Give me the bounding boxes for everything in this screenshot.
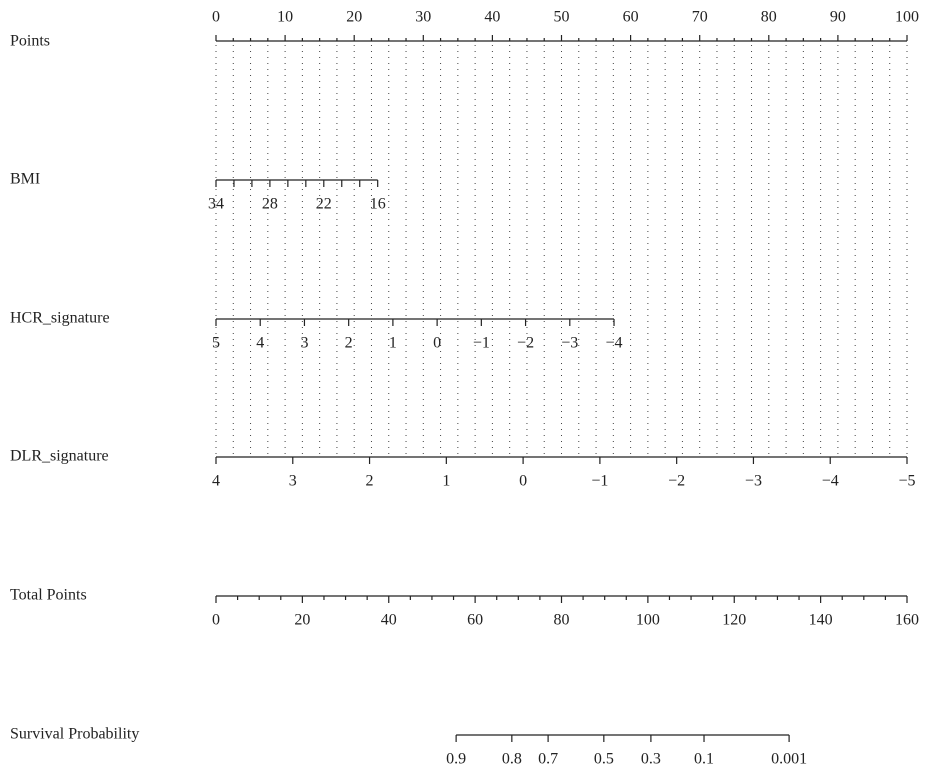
tick-label: 60	[467, 612, 483, 629]
tick-label: 70	[692, 9, 708, 26]
tick-label: 2	[345, 335, 353, 352]
tick-label: 40	[381, 612, 397, 629]
tick-label: 20	[346, 9, 362, 26]
tick-label: 100	[636, 612, 660, 629]
tick-label: 0.3	[641, 751, 661, 768]
row-label: Total Points	[10, 587, 87, 604]
tick-label: 0.9	[446, 751, 466, 768]
tick-label: 22	[316, 196, 332, 213]
tick-label: 3	[300, 335, 308, 352]
tick-label: 100	[895, 9, 919, 26]
tick-label: −3	[561, 335, 578, 352]
tick-label: 0.8	[502, 751, 522, 768]
tick-label: 30	[415, 9, 431, 26]
tick-label: 80	[554, 612, 570, 629]
tick-label: 10	[277, 9, 293, 26]
tick-label: 0.5	[594, 751, 614, 768]
tick-label: 20	[294, 612, 310, 629]
tick-label: 2	[366, 473, 374, 490]
tick-label: 0	[212, 612, 220, 629]
tick-label: 90	[830, 9, 846, 26]
row-label: DLR_signature	[10, 448, 109, 465]
tick-label: 140	[809, 612, 833, 629]
tick-label: −4	[606, 335, 623, 352]
tick-label: −1	[473, 335, 490, 352]
tick-label: −1	[591, 473, 608, 490]
tick-label: 28	[262, 196, 278, 213]
tick-label: 16	[370, 196, 386, 213]
tick-label: 60	[623, 9, 639, 26]
tick-label: 0	[212, 9, 220, 26]
tick-label: −3	[745, 473, 762, 490]
tick-label: 34	[208, 196, 224, 213]
tick-label: −4	[822, 473, 839, 490]
tick-label: 0.1	[694, 751, 714, 768]
tick-label: 50	[554, 9, 570, 26]
tick-label: 4	[212, 473, 220, 490]
tick-label: −2	[517, 335, 534, 352]
tick-label: 0.001	[771, 751, 807, 768]
tick-label: 5	[212, 335, 220, 352]
row-label: BMI	[10, 171, 40, 188]
tick-label: 0	[519, 473, 527, 490]
tick-label: 40	[484, 9, 500, 26]
tick-label: 120	[722, 612, 746, 629]
tick-label: 3	[289, 473, 297, 490]
tick-label: 1	[442, 473, 450, 490]
row-label: HCR_signature	[10, 310, 110, 327]
tick-label: 80	[761, 9, 777, 26]
tick-label: 1	[389, 335, 397, 352]
tick-label: 160	[895, 612, 919, 629]
tick-label: 0	[433, 335, 441, 352]
row-label: Survival Probability	[10, 726, 139, 743]
tick-label: −5	[898, 473, 915, 490]
tick-label: 4	[256, 335, 264, 352]
tick-label: −2	[668, 473, 685, 490]
tick-label: 0.7	[538, 751, 558, 768]
row-label: Points	[10, 33, 50, 50]
